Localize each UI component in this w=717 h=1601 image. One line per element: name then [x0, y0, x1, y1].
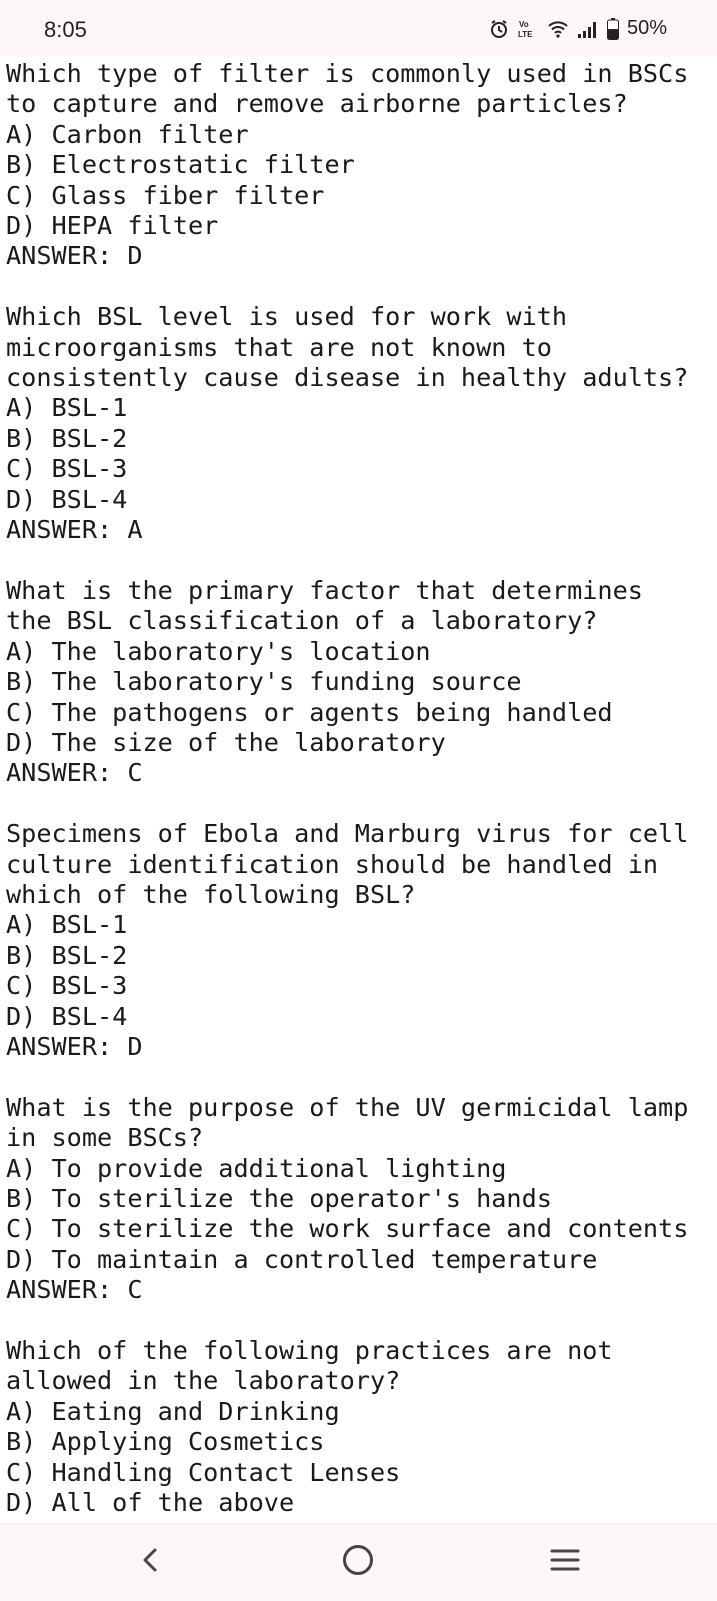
answer-line: ANSWER: D — [6, 241, 143, 271]
option-b: B) Applying Cosmetics — [6, 1427, 325, 1457]
option-d: D) HEPA filter — [6, 211, 219, 241]
battery-icon — [606, 17, 619, 40]
spacer — [6, 272, 711, 302]
document-content: Which type of filter is commonly used in… — [6, 59, 711, 1519]
back-button[interactable] — [127, 1538, 175, 1586]
option-c: C) BSL-3 — [6, 971, 128, 1001]
recents-icon — [550, 1547, 580, 1577]
spacer — [6, 789, 711, 819]
option-c: C) Handling Contact Lenses — [6, 1457, 401, 1487]
option-d: D) BSL-4 — [6, 484, 128, 514]
home-icon — [341, 1543, 375, 1581]
option-a: A) Carbon filter — [6, 119, 249, 149]
option-d: D) The size of the laboratory — [6, 727, 446, 757]
option-b: B) BSL-2 — [6, 940, 128, 970]
status-time: 8:05 — [44, 17, 87, 42]
question-block: Specimens of Ebola and Marburg virus for… — [6, 819, 711, 1062]
question-block: What is the purpose of the UV germicidal… — [6, 1093, 711, 1306]
question-text: the BSL classification of a laboratory? — [6, 606, 598, 636]
question-text: Specimens of Ebola and Marburg virus for… — [6, 819, 689, 849]
question-block: Which of the following practices are not… — [6, 1336, 711, 1518]
question-text: Which of the following practices are not — [6, 1335, 613, 1365]
question-text: microorganisms that are not known to — [6, 332, 552, 362]
svg-text:Vo: Vo — [519, 20, 529, 29]
option-d: D) BSL-4 — [6, 1001, 128, 1031]
question-text: Which type of filter is commonly used in… — [6, 59, 689, 88]
question-text: which of the following BSL? — [6, 879, 416, 909]
question-text: Which BSL level is used for work with — [6, 302, 568, 332]
option-d: D) To maintain a controlled temperature — [6, 1244, 598, 1274]
navigation-bar — [0, 1523, 717, 1601]
question-text: consistently cause disease in healthy ad… — [6, 363, 689, 393]
alarm-icon — [489, 19, 509, 39]
question-text: What is the purpose of the UV germicidal… — [6, 1092, 689, 1122]
question-block: Which BSL level is used for work with mi… — [6, 302, 711, 545]
option-a: A) BSL-1 — [6, 910, 128, 940]
option-c: C) The pathogens or agents being handled — [6, 697, 613, 727]
option-b: B) Electrostatic filter — [6, 150, 355, 180]
question-text: to capture and remove airborne particles… — [6, 89, 628, 119]
home-button[interactable] — [334, 1538, 382, 1586]
option-c: C) To sterilize the work surface and con… — [6, 1214, 689, 1244]
option-c: C) BSL-3 — [6, 454, 128, 484]
question-text: in some BSCs? — [6, 1123, 204, 1153]
spacer — [6, 1062, 711, 1092]
answer-line: ANSWER: A — [6, 515, 143, 545]
svg-text:LTE: LTE — [518, 30, 533, 39]
question-block: What is the primary factor that determin… — [6, 576, 711, 789]
option-d: D) All of the above — [6, 1488, 295, 1518]
option-a: A) The laboratory's location — [6, 636, 431, 666]
status-bar: 8:05 Vo LTE 50% — [0, 0, 717, 57]
battery-percent: 50% — [626, 17, 667, 39]
option-a: A) Eating and Drinking — [6, 1396, 340, 1426]
signal-icon — [577, 19, 599, 39]
spacer — [6, 1306, 711, 1336]
answer-line: ANSWER: C — [6, 758, 143, 788]
wifi-icon — [547, 19, 569, 39]
question-block: Which type of filter is commonly used in… — [6, 59, 711, 272]
question-text: culture identification should be handled… — [6, 849, 659, 879]
option-c: C) Glass fiber filter — [6, 180, 325, 210]
option-a: A) To provide additional lighting — [6, 1153, 507, 1183]
status-icons: Vo LTE 50% — [489, 17, 667, 40]
recents-button[interactable] — [541, 1538, 589, 1586]
answer-line: ANSWER: D — [6, 1031, 143, 1061]
spacer — [6, 545, 711, 575]
option-b: B) BSL-2 — [6, 423, 128, 453]
answer-line: ANSWER: C — [6, 1275, 143, 1305]
option-b: B) The laboratory's funding source — [6, 667, 522, 697]
back-icon — [137, 1546, 165, 1578]
option-a: A) BSL-1 — [6, 393, 128, 423]
volte-icon: Vo LTE — [517, 19, 539, 39]
option-b: B) To sterilize the operator's hands — [6, 1183, 552, 1213]
question-text: allowed in the laboratory? — [6, 1366, 401, 1396]
question-text: What is the primary factor that determin… — [6, 575, 643, 605]
